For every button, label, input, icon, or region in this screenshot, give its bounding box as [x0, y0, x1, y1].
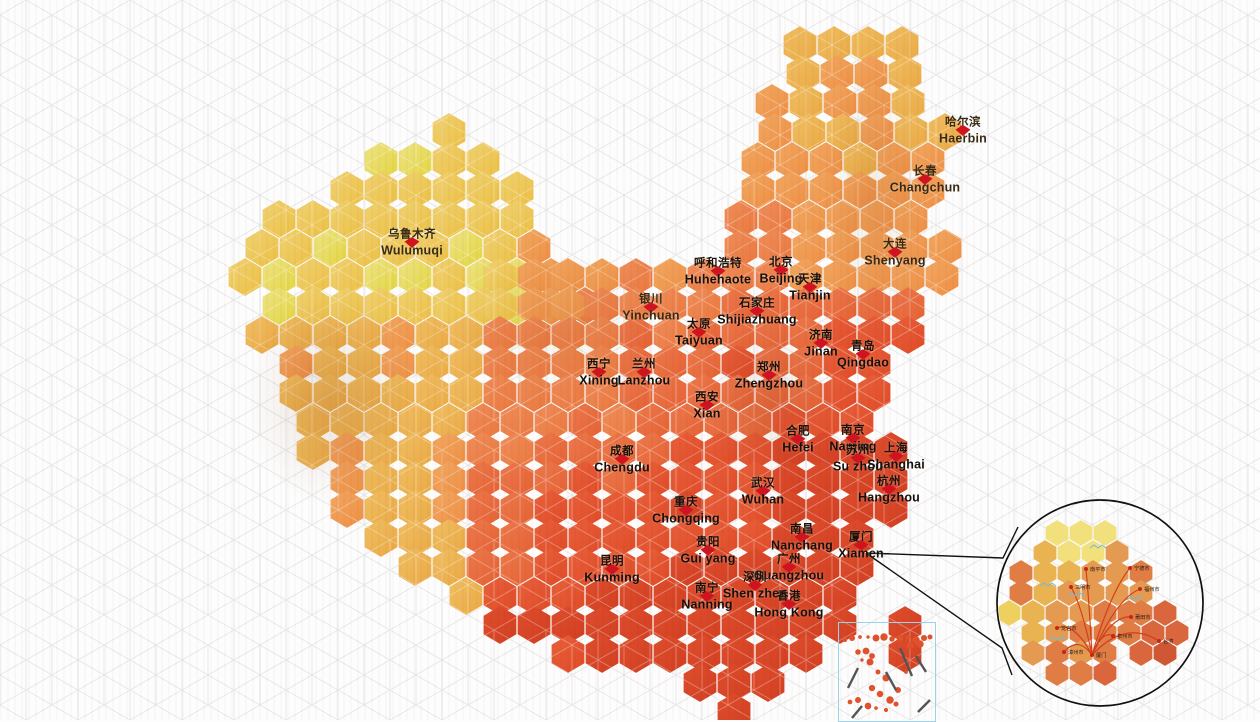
city-name-en: Xining [579, 374, 618, 387]
city-label-changchun[interactable]: 长春 Changchun [890, 167, 961, 194]
city-name-en: Shijiazhuang [717, 313, 797, 326]
city-label-hong-kong[interactable]: 香港 Hong Kong [754, 592, 823, 619]
city-label-qingdao[interactable]: 青岛 Qingdao [837, 342, 889, 369]
city-label-kunming[interactable]: 昆明 Kunming [584, 557, 640, 584]
city-label-haerbin[interactable]: 哈尔滨 Haerbin [939, 118, 987, 145]
city-label-nanchang[interactable]: 南昌 Nanchang [771, 525, 833, 552]
city-name-en: Nanning [681, 598, 732, 611]
city-label-zhengzhou[interactable]: 郑州 Zhengzhou [735, 363, 803, 390]
city-label-nanning[interactable]: 南宁 Nanning [681, 584, 732, 611]
city-name-en: Qingdao [837, 356, 889, 369]
city-name-en: Nanchang [771, 539, 833, 552]
city-label-layer: 乌鲁木齐 Wulumuqi 哈尔滨 Haerbin 长春 Changchun 大连 Sheny… [0, 0, 1260, 720]
city-label-chengdu[interactable]: 成都 Chengdu [594, 447, 650, 474]
city-label-tianjin[interactable]: 天津 Tianjin [789, 275, 830, 302]
city-name-en: Kunming [584, 571, 640, 584]
city-label-xian[interactable]: 西安 Xian [693, 393, 720, 420]
city-label-shijiazhuang[interactable]: 石家庄 Shijiazhuang [717, 299, 797, 326]
city-name-en: Xian [693, 407, 720, 420]
city-label-huhehaote[interactable]: 呼和浩特 Huhehaote [685, 259, 751, 286]
city-name-en: Xiamen [838, 547, 884, 560]
city-name-en: Huhehaote [685, 273, 751, 286]
city-name-en: Shenyang [864, 254, 925, 267]
city-name-en: Changchun [890, 181, 961, 194]
city-name-en: Gui yang [680, 552, 735, 565]
city-name-en: Wulumuqi [381, 244, 443, 257]
city-name-en: Lanzhou [618, 374, 671, 387]
city-name-en: Jinan [804, 345, 838, 358]
city-label-yinchuan[interactable]: 银川 Yinchuan [622, 295, 679, 322]
city-name-en: Hong Kong [754, 606, 823, 619]
city-label-jinan[interactable]: 济南 Jinan [804, 331, 838, 358]
city-label-wuhan[interactable]: 武汉 Wuhan [742, 479, 784, 506]
city-name-en: Hangzhou [858, 491, 920, 504]
city-label-wulumuqi[interactable]: 乌鲁木齐 Wulumuqi [381, 230, 443, 257]
city-name-en: Haerbin [939, 132, 987, 145]
city-label-gui-yang[interactable]: 贵阳 Gui yang [680, 538, 735, 565]
city-name-en: Yinchuan [622, 309, 679, 322]
city-name-en: Zhengzhou [735, 377, 803, 390]
city-label-taiyuan[interactable]: 太原 Taiyuan [675, 320, 723, 347]
city-label-xiamen[interactable]: 厦门 Xiamen [838, 533, 884, 560]
city-label-shenyang[interactable]: 大连 Shenyang [864, 240, 925, 267]
city-label-chongqing[interactable]: 重庆 Chongqing [652, 498, 720, 525]
city-name-en: Chengdu [594, 461, 650, 474]
city-name-en: Shanghai [867, 458, 925, 471]
map-canvas: 南平市 宁德市 三明市 福州市 莆田市 龙岩市 泉州市 漳州市 台湾 厦门 乌鲁木齐 Wulumuq… [0, 0, 1260, 720]
city-label-hefei[interactable]: 合肥 Hefei [782, 427, 814, 454]
city-label-shanghai[interactable]: 上海 Shanghai [867, 444, 925, 471]
city-label-hangzhou[interactable]: 杭州 Hangzhou [858, 477, 920, 504]
city-name-en: Taiyuan [675, 334, 723, 347]
city-name-en: Chongqing [652, 512, 720, 525]
city-label-xining[interactable]: 西宁 Xining [579, 360, 618, 387]
city-name-en: Wuhan [742, 493, 784, 506]
city-label-lanzhou[interactable]: 兰州 Lanzhou [618, 360, 671, 387]
city-name-en: Hefei [782, 441, 814, 454]
